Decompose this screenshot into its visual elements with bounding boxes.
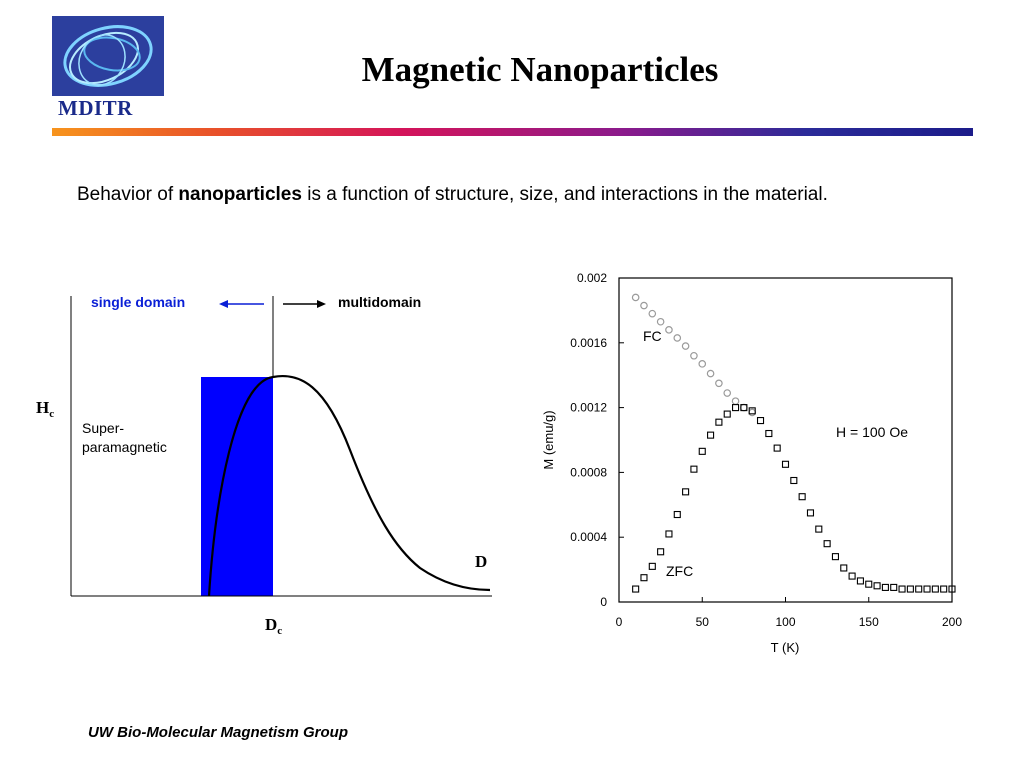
y-tick-label: 0.0008 <box>570 465 607 479</box>
fc-point <box>740 403 748 412</box>
superparamagnetic-region <box>201 377 273 596</box>
fc-point <box>631 293 640 302</box>
zfc-point <box>690 465 698 473</box>
zfc-point <box>848 572 856 580</box>
zfc-point <box>856 577 864 585</box>
coercivity-size-diagram: single domain multidomain Super- paramag… <box>36 294 492 637</box>
zfc-point <box>723 410 731 418</box>
fc-point <box>656 317 665 326</box>
zfc-point <box>731 404 740 412</box>
fc-point <box>648 309 657 318</box>
zfc-point <box>881 583 889 591</box>
zfc-point <box>873 582 881 590</box>
region-label-line2: paramagnetic <box>82 439 167 455</box>
zfc-point <box>640 574 648 582</box>
fc-point <box>673 334 682 342</box>
intro-suffix: is a function of structure, size, and in… <box>301 184 828 205</box>
zfc-point <box>915 585 923 593</box>
single-domain-label: single domain <box>91 294 185 310</box>
zfc-series-label: ZFC <box>666 563 693 579</box>
single-domain-arrowhead <box>219 300 228 308</box>
coercivity-curve <box>207 375 491 597</box>
zfc-point <box>906 585 914 593</box>
y-tick-label: 0.0012 <box>570 401 607 415</box>
x-tick-label: 0 <box>616 615 623 629</box>
dc-label: Dc <box>265 615 282 637</box>
zfc-point <box>665 530 673 538</box>
dc-label-main: D <box>265 615 277 634</box>
zfc-point <box>890 583 898 591</box>
zfc-point <box>940 585 948 593</box>
intro-bold: nanoparticles <box>178 184 302 205</box>
mditr-logo <box>52 16 164 96</box>
fc-point <box>665 326 673 334</box>
field-annotation: H = 100 Oe <box>836 424 908 440</box>
multidomain-arrowhead <box>317 300 326 308</box>
plot-ticks: 0 50 100 150 200 0 0.0004 0.0008 0.0012 0.0016 0.0… <box>570 271 962 629</box>
zfc-point <box>756 417 765 425</box>
fc-point <box>715 379 723 388</box>
zfc-point <box>931 585 939 593</box>
zfc-point <box>657 548 665 556</box>
intro-paragraph: Behavior of nanoparticles is a function … <box>77 181 937 208</box>
zfc-point <box>698 447 706 455</box>
fc-point <box>723 389 732 397</box>
dc-label-sub: c <box>277 625 282 637</box>
zfc-point <box>948 585 956 593</box>
zfc-point <box>740 404 748 412</box>
zfc-point <box>831 553 840 561</box>
hc-label-sub: c <box>49 408 54 420</box>
fc-point <box>681 342 690 350</box>
zfc-point <box>815 525 823 533</box>
y-tick-label: 0.002 <box>577 271 607 285</box>
d-axis-label: D <box>475 552 487 571</box>
multidomain-label: multidomain <box>338 294 421 310</box>
zfc-point <box>715 418 723 426</box>
title-divider <box>52 128 973 136</box>
fc-point <box>698 360 707 368</box>
fc-series-label: FC <box>643 328 662 344</box>
y-tick-label: 0.0004 <box>570 530 607 544</box>
logo-wordmark: MDITR <box>58 96 133 120</box>
zfc-point <box>673 510 681 519</box>
zfc-point <box>765 429 773 438</box>
intro-prefix: Behavior of <box>77 184 179 205</box>
plot-markers <box>631 293 956 593</box>
fc-point <box>748 408 757 417</box>
fc-point <box>706 369 715 378</box>
zfc-point <box>748 407 756 415</box>
zfc-point <box>798 493 806 501</box>
zfc-point <box>781 460 790 468</box>
x-tick-label: 100 <box>775 615 795 629</box>
zfc-point <box>840 564 848 572</box>
zfc-point <box>806 509 815 517</box>
fc-point <box>640 301 648 310</box>
zfc-point <box>790 476 798 485</box>
fc-point <box>690 351 698 360</box>
zfc-point <box>898 585 906 593</box>
x-axis-label: T (K) <box>771 640 800 655</box>
zfc-point <box>923 585 931 593</box>
footer-credit: UW Bio-Molecular Magnetism Group <box>88 724 349 741</box>
zfc-point <box>632 585 640 593</box>
x-tick-label: 50 <box>696 615 710 629</box>
x-tick-label: 200 <box>942 615 962 629</box>
page-title: Magnetic Nanoparticles <box>361 50 719 89</box>
hc-label: Hc <box>36 398 54 420</box>
zfc-point <box>682 488 690 496</box>
zfc-point <box>823 540 831 548</box>
x-tick-label: 150 <box>859 615 879 629</box>
y-axis-label: M (emu/g) <box>541 410 556 469</box>
y-tick-label: 0 <box>600 595 607 609</box>
fc-point <box>731 397 740 405</box>
zfc-point <box>865 580 873 588</box>
region-label-line1: Super- <box>82 420 124 436</box>
magnetization-temperature-plot: 0 50 100 150 200 0 0.0004 0.0008 0.0012 0.0016 0.0… <box>541 271 962 655</box>
zfc-point <box>773 444 781 452</box>
y-tick-label: 0.0016 <box>570 336 607 350</box>
hc-label-main: H <box>36 398 49 417</box>
zfc-point <box>648 562 656 570</box>
zfc-point <box>707 431 715 439</box>
